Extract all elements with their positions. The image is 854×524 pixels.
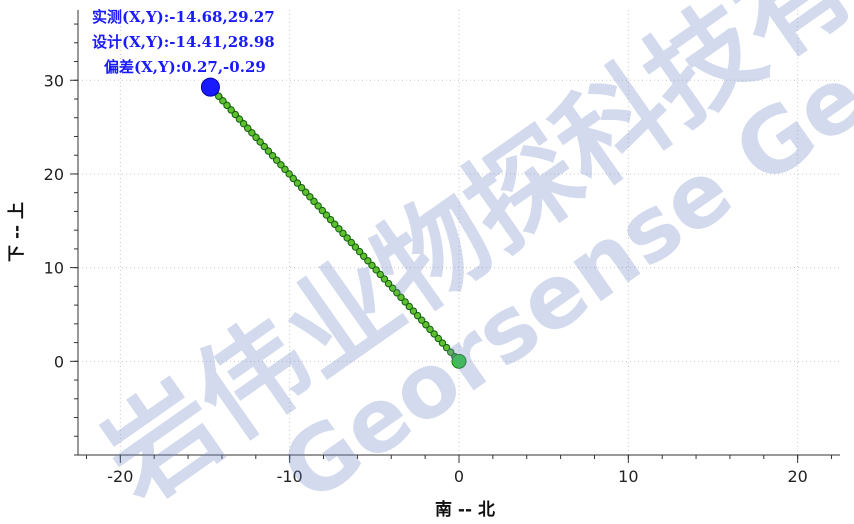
measured-point bbox=[215, 92, 223, 100]
measured-point bbox=[355, 247, 364, 256]
measured-point bbox=[302, 188, 310, 196]
start-point bbox=[451, 353, 467, 369]
x-axis-title: 南 -- 北 bbox=[435, 499, 495, 520]
measured-point bbox=[368, 261, 376, 270]
measured-point bbox=[318, 206, 326, 215]
measured-point bbox=[405, 302, 413, 311]
measured-point bbox=[393, 289, 401, 297]
ticks: -20 -10 0 10 20 0 10 20 30 bbox=[44, 23, 833, 486]
measured-point bbox=[389, 284, 397, 292]
measured-point bbox=[384, 279, 393, 288]
measured-point bbox=[397, 293, 405, 302]
measured-point bbox=[331, 220, 339, 228]
measured-point bbox=[289, 174, 297, 183]
measured-point bbox=[273, 156, 281, 164]
x-tick-label: 20 bbox=[787, 467, 807, 486]
measured-point bbox=[322, 211, 331, 219]
measured-point bbox=[306, 193, 314, 201]
measured-point bbox=[434, 334, 442, 343]
measured-point bbox=[380, 275, 389, 283]
measured-point bbox=[343, 234, 351, 242]
y-tick-label: 20 bbox=[44, 165, 64, 184]
end-point bbox=[200, 77, 220, 97]
measured-point bbox=[227, 106, 235, 114]
info-line-design: 设计(X,Y):-14.41,28.98 bbox=[92, 33, 275, 51]
measured-point bbox=[364, 257, 372, 265]
y-tick-label: 10 bbox=[44, 259, 64, 278]
measured-point bbox=[413, 311, 422, 320]
watermark-chinese: 岩伟业物探科技有 bbox=[81, 0, 854, 524]
measured-point bbox=[409, 307, 418, 315]
measured-point bbox=[297, 183, 306, 192]
measured-point bbox=[401, 298, 409, 306]
measured-point bbox=[376, 270, 384, 279]
info-line-measured: 实测(X,Y):-14.68,29.27 bbox=[92, 8, 275, 26]
measured-point bbox=[268, 151, 277, 160]
measured-point bbox=[223, 101, 231, 110]
y-tick-label: 30 bbox=[44, 71, 64, 90]
measured-point bbox=[430, 330, 438, 338]
measured-point bbox=[351, 243, 360, 251]
y-axis-title: 下 -- 上 bbox=[7, 202, 27, 262]
measured-point bbox=[235, 115, 244, 123]
measured-point bbox=[219, 97, 227, 105]
measured-point bbox=[277, 161, 285, 169]
measured-point bbox=[248, 129, 256, 137]
measured-point bbox=[310, 197, 318, 206]
measured-point bbox=[339, 229, 347, 238]
measured-point bbox=[314, 202, 322, 210]
measured-point bbox=[260, 142, 268, 151]
x-tick-label: -20 bbox=[107, 467, 133, 486]
measured-point bbox=[347, 238, 355, 247]
x-tick-label: 10 bbox=[618, 467, 638, 486]
measured-point bbox=[281, 165, 289, 174]
measured-point bbox=[252, 133, 260, 142]
measured-point bbox=[244, 124, 252, 132]
measured-point bbox=[360, 252, 368, 260]
measured-point bbox=[418, 316, 426, 324]
measured-point bbox=[447, 348, 455, 356]
measured-point bbox=[438, 339, 447, 347]
y-tick-label: 0 bbox=[54, 352, 64, 371]
measured-point bbox=[422, 321, 430, 329]
measured-point bbox=[239, 119, 248, 128]
info-line-deviation: 偏差(X,Y):0.27,-0.29 bbox=[104, 58, 266, 76]
measured-point bbox=[231, 110, 239, 119]
measured-point bbox=[426, 325, 434, 334]
measured-point bbox=[285, 170, 293, 178]
x-tick-label: -10 bbox=[277, 467, 303, 486]
measured-point bbox=[335, 225, 343, 233]
measured-point bbox=[372, 266, 380, 274]
series bbox=[200, 77, 467, 369]
x-tick-label: 0 bbox=[454, 467, 464, 486]
measured-point bbox=[326, 215, 335, 224]
measured-point bbox=[256, 138, 264, 146]
measured-point bbox=[442, 343, 451, 352]
measured-point bbox=[293, 179, 302, 187]
measured-point bbox=[264, 147, 273, 155]
